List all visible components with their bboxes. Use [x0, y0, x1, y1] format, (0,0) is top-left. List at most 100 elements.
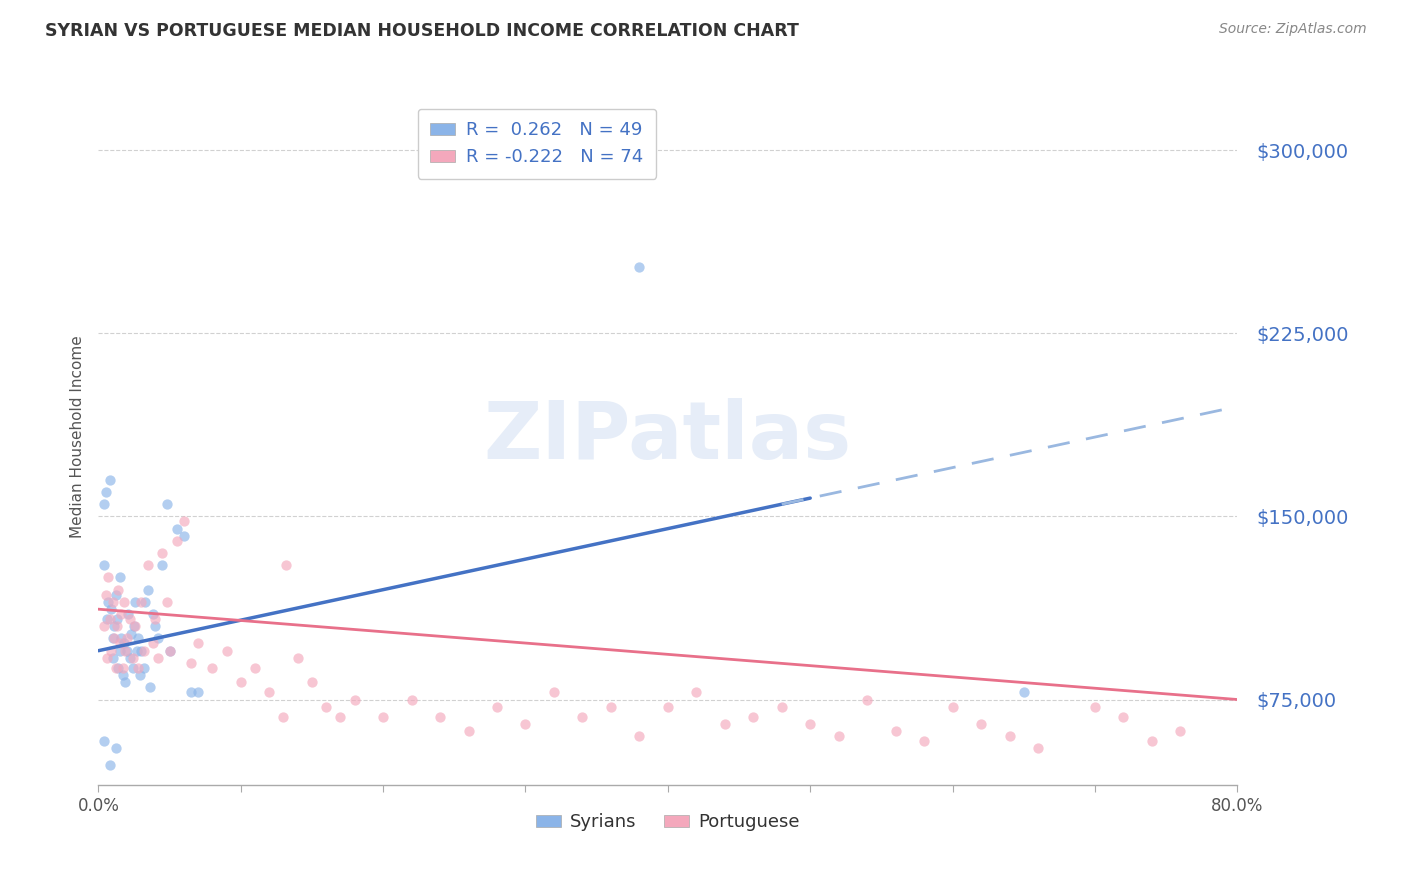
- Point: [187, 636, 209, 650]
- Point: [101, 632, 124, 646]
- Text: SYRIAN VS PORTUGUESE MEDIAN HOUSEHOLD INCOME CORRELATION CHART: SYRIAN VS PORTUGUESE MEDIAN HOUSEHOLD IN…: [45, 22, 799, 40]
- Point: [912, 734, 935, 748]
- Point: [714, 717, 737, 731]
- Point: [118, 651, 141, 665]
- Point: [115, 643, 138, 657]
- Point: [685, 685, 707, 699]
- Point: [1170, 724, 1192, 739]
- Point: [159, 643, 181, 657]
- Point: [884, 724, 907, 739]
- Point: [108, 643, 131, 657]
- Point: [401, 692, 423, 706]
- Point: [173, 514, 195, 528]
- Point: [136, 558, 159, 573]
- Point: [166, 533, 188, 548]
- Point: [145, 619, 167, 633]
- Point: [129, 643, 152, 657]
- Point: [141, 636, 163, 650]
- Point: [215, 643, 238, 657]
- Text: Source: ZipAtlas.com: Source: ZipAtlas.com: [1219, 22, 1367, 37]
- Point: [343, 692, 366, 706]
- Point: [98, 758, 121, 772]
- Point: [107, 661, 129, 675]
- Legend: Syrians, Portuguese: Syrians, Portuguese: [529, 806, 807, 838]
- Point: [1140, 734, 1163, 748]
- Point: [543, 685, 565, 699]
- Point: [141, 607, 163, 621]
- Point: [429, 709, 451, 723]
- Point: [600, 699, 623, 714]
- Point: [105, 612, 128, 626]
- Point: [134, 595, 156, 609]
- Point: [828, 729, 851, 743]
- Point: [486, 699, 509, 714]
- Point: [229, 675, 252, 690]
- Point: [112, 636, 135, 650]
- Point: [125, 643, 148, 657]
- Point: [942, 699, 965, 714]
- Point: [571, 709, 593, 723]
- Point: [770, 699, 793, 714]
- Point: [101, 651, 124, 665]
- Point: [156, 595, 179, 609]
- Point: [148, 651, 170, 665]
- Point: [287, 651, 309, 665]
- Point: [104, 588, 127, 602]
- Point: [127, 661, 149, 675]
- Point: [145, 612, 167, 626]
- Point: [159, 643, 181, 657]
- Point: [108, 636, 131, 650]
- Text: ZIPatlas: ZIPatlas: [484, 398, 852, 476]
- Point: [110, 632, 132, 646]
- Point: [136, 582, 159, 597]
- Point: [276, 558, 298, 573]
- Point: [742, 709, 765, 723]
- Point: [628, 260, 651, 275]
- Point: [112, 595, 135, 609]
- Point: [998, 729, 1021, 743]
- Point: [93, 619, 115, 633]
- Point: [94, 588, 117, 602]
- Y-axis label: Median Household Income: Median Household Income: [69, 335, 84, 539]
- Point: [117, 607, 139, 621]
- Point: [105, 619, 128, 633]
- Point: [98, 612, 121, 626]
- Point: [104, 741, 127, 756]
- Point: [1012, 685, 1035, 699]
- Point: [1026, 741, 1049, 756]
- Point: [96, 651, 118, 665]
- Point: [628, 729, 651, 743]
- Point: [138, 681, 160, 695]
- Point: [128, 668, 150, 682]
- Point: [100, 643, 122, 657]
- Point: [273, 709, 295, 723]
- Point: [152, 558, 174, 573]
- Point: [148, 632, 170, 646]
- Point: [101, 595, 124, 609]
- Point: [124, 619, 146, 633]
- Point: [97, 595, 120, 609]
- Point: [373, 709, 395, 723]
- Point: [103, 619, 125, 633]
- Point: [121, 651, 143, 665]
- Point: [329, 709, 352, 723]
- Point: [93, 558, 115, 573]
- Point: [657, 699, 679, 714]
- Point: [301, 675, 323, 690]
- Point: [122, 619, 145, 633]
- Point: [173, 529, 195, 543]
- Point: [103, 632, 125, 646]
- Point: [970, 717, 993, 731]
- Point: [132, 661, 155, 675]
- Point: [1084, 699, 1107, 714]
- Point: [1112, 709, 1135, 723]
- Point: [97, 570, 120, 584]
- Point: [94, 485, 117, 500]
- Point: [156, 497, 179, 511]
- Point: [115, 632, 138, 646]
- Point: [127, 632, 149, 646]
- Point: [96, 612, 118, 626]
- Point: [104, 661, 127, 675]
- Point: [259, 685, 281, 699]
- Point: [107, 582, 129, 597]
